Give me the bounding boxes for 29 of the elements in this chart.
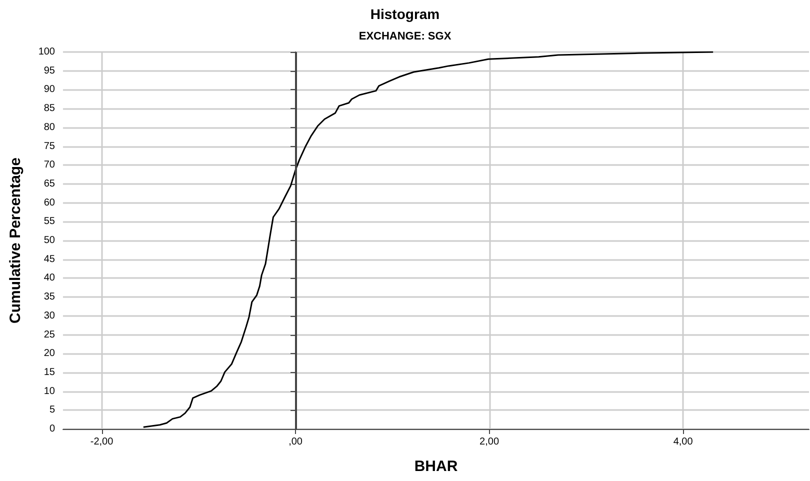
y-tick-label: 40	[44, 272, 56, 284]
x-axis-title: BHAR	[414, 458, 458, 475]
chart-title: Histogram	[370, 6, 440, 22]
y-tick-label: 85	[44, 103, 56, 114]
chart-subtitle: EXCHANGE: SGX	[358, 30, 452, 42]
y-tick-label: 35	[44, 292, 56, 303]
y-tick-label: 60	[44, 197, 56, 208]
y-tick-label: 5	[49, 404, 56, 416]
y-tick-label: 65	[44, 178, 56, 190]
y-tick-label: 75	[44, 140, 56, 152]
x-tick-label: 2,00	[480, 436, 500, 448]
y-tick-label: 25	[44, 329, 56, 340]
y-tick-label: 55	[44, 216, 56, 228]
y-tick-label: 10	[44, 386, 56, 397]
y-tick-label: 50	[44, 235, 56, 246]
y-tick-label: 15	[44, 366, 56, 378]
x-tick-label: 4,00	[673, 436, 694, 448]
y-axis-title: Cumulative Percentage	[7, 158, 24, 324]
y-tick-label: 95	[44, 65, 56, 76]
y-tick-label: 100	[38, 46, 56, 58]
y-tick-label: 20	[44, 348, 56, 360]
y-tick-label: 30	[44, 310, 56, 322]
x-tick-label: ,00	[288, 436, 303, 448]
y-tick-label: 0	[49, 424, 56, 434]
x-tick-label: -2,00	[90, 436, 114, 448]
y-tick-label: 80	[44, 122, 56, 133]
y-tick-label: 70	[44, 160, 56, 171]
y-tick-label: 90	[44, 84, 56, 96]
y-tick-label: 45	[44, 254, 56, 265]
